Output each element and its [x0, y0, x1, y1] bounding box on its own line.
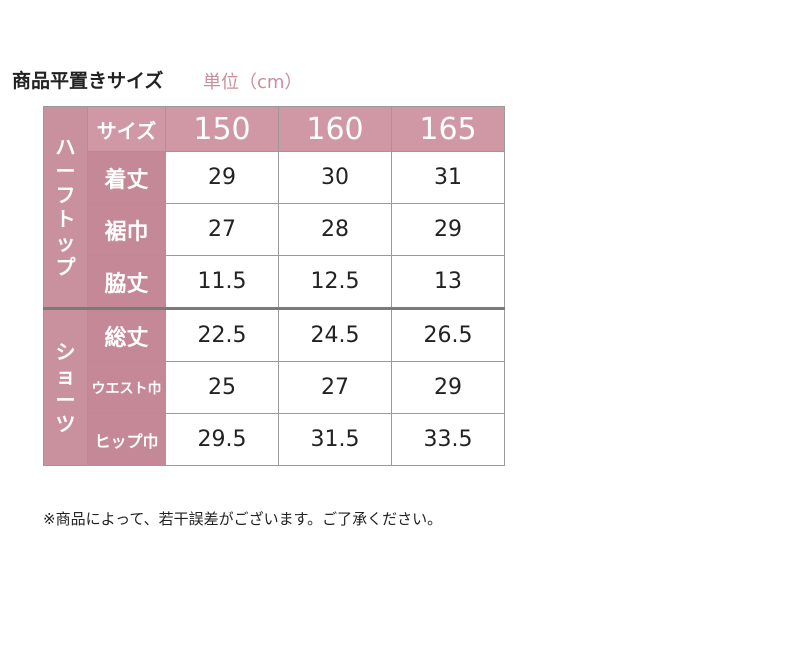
row-label: 総丈 [87, 307, 166, 362]
size-header: 150 [165, 106, 279, 152]
row-label: 脇丈 [87, 255, 166, 309]
table-cell: 29 [165, 151, 279, 204]
unit-label: 単位（cm） [203, 72, 303, 93]
row-label: ヒップ巾 [87, 413, 166, 466]
table-cell: 28 [278, 203, 392, 256]
size-header: 160 [278, 106, 392, 152]
table-cell: 12.5 [278, 255, 392, 309]
table-row: 着丈 29 30 31 [44, 151, 505, 204]
page-title: 商品平置きサイズ [12, 70, 164, 92]
table-cell: 31 [391, 151, 505, 204]
header-row: ハーフトップ サイズ 150 160 165 [43, 106, 505, 309]
table-cell: 27 [278, 361, 392, 414]
row-label: 着丈 [87, 151, 166, 204]
table-row: 脇丈 11.5 12.5 13 [44, 255, 505, 309]
table-row: ウエスト巾 25 27 29 [44, 361, 505, 414]
table-cell: 29 [391, 203, 505, 256]
row-label: ウエスト巾 [87, 361, 166, 414]
size-table: ハーフトップ サイズ 150 160 165 着丈 29 30 31 裾巾 27… [43, 106, 505, 466]
table-cell: 29 [391, 361, 505, 414]
table-cell: 26.5 [391, 307, 505, 362]
disclaimer-note: ※商品によって、若干誤差がございます。ご了承ください。 [43, 510, 443, 528]
table-cell: 25 [165, 361, 279, 414]
table-cell: 24.5 [278, 307, 392, 362]
table-cell: 30 [278, 151, 392, 204]
size-header: 165 [391, 106, 505, 152]
table-row: ヒップ巾 29.5 31.5 33.5 [44, 413, 505, 466]
table-cell: 31.5 [278, 413, 392, 466]
table-cell: 33.5 [391, 413, 505, 466]
table-cell: 22.5 [165, 307, 279, 362]
table-cell: 13 [391, 255, 505, 309]
table-cell: 27 [165, 203, 279, 256]
row-label: 裾巾 [87, 203, 166, 256]
table-cell: 29.5 [165, 413, 279, 466]
group-label-shorts: ショーツ [43, 307, 88, 466]
group-label-half-top: ハーフトップ [43, 106, 88, 309]
table-row: ショーツ 総丈 22.5 24.5 26.5 [43, 307, 505, 466]
table-row: 裾巾 27 28 29 [44, 203, 505, 256]
table-cell: 11.5 [165, 255, 279, 309]
size-header-label: サイズ [87, 106, 166, 152]
